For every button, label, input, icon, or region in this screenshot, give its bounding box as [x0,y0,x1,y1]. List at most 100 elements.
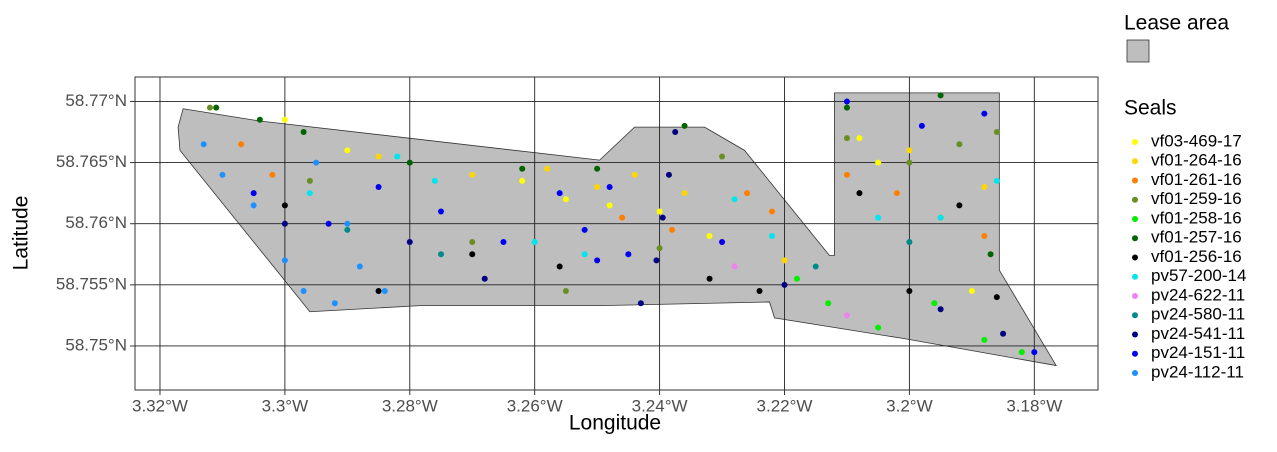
seal-point [331,300,338,307]
seal-point [269,171,276,178]
seal-point [669,226,676,233]
seal-point [594,257,601,264]
legend-swatch [1126,39,1150,63]
plot-border [134,76,1099,391]
seal-point [344,226,351,233]
seal-point [937,92,944,99]
seal-point [843,104,850,111]
seal-point [993,177,1000,184]
seal-point [937,214,944,221]
legend-label: vf01-259-16 [1151,189,1242,208]
x-tick-label: 3.22°W [757,396,813,415]
seal-point [672,129,679,136]
x-tick-label: 3.26°W [507,396,563,415]
legend-label: pv57-200-14 [1151,266,1246,285]
seal-point [406,159,413,166]
x-tick-label: 3.3°W [262,396,308,415]
seal-point [306,190,313,197]
seal-point [281,257,288,264]
seal-point [238,141,245,148]
legend-marker [1132,139,1138,145]
seal-point [769,232,776,239]
legend-label: vf01-258-16 [1151,208,1242,227]
seal-point [993,129,1000,136]
legend-label: vf01-256-16 [1151,247,1242,266]
seal-point [843,171,850,178]
legend-label: vf01-257-16 [1151,228,1242,247]
seal-point [656,245,663,252]
seal-point [856,135,863,142]
seal-point [250,202,257,209]
seal-point [906,287,913,294]
seal-point [931,300,938,307]
x-axis-title: Longitude [569,412,661,435]
y-tick-label: 58.77°N [65,91,127,110]
seal-point [406,239,413,246]
seal-point [793,275,800,282]
seal-point [594,165,601,172]
y-axis-title: Latitude [10,196,33,271]
seal-point [544,165,551,172]
seal-point [581,226,588,233]
seal-point [200,141,207,148]
seal-point [968,287,975,294]
seal-point [556,190,563,197]
seal-point [781,257,788,264]
x-tick-label: 3.2°W [886,396,932,415]
seal-point [562,287,569,294]
seal-point [719,239,726,246]
x-tick-label: 3.24°W [632,396,688,415]
seal-point [281,116,288,123]
seal-point [659,214,666,221]
seal-point [562,196,569,203]
seal-point [918,122,925,129]
seal-point [781,281,788,288]
seal-point [656,208,663,215]
seal-point [469,239,476,246]
seal-point [875,324,882,331]
seal-point [325,220,332,227]
legend-marker [1132,254,1138,261]
seal-point [993,294,1000,301]
seal-point [375,184,382,191]
legend-label: pv24-580-11 [1151,305,1245,324]
y-tick-label: 58.75°N [65,335,127,354]
y-tick-label: 58.755°N [56,274,127,293]
seal-point [843,98,850,105]
seal-point [769,208,776,215]
seal-point [281,220,288,227]
seal-point [631,171,638,178]
seal-point [825,300,832,307]
seal-point [756,287,763,294]
x-tick-label: 3.28°W [382,396,438,415]
legend-marker [1132,370,1138,376]
seal-point [394,153,401,160]
lease-area [177,92,1057,367]
seal-point [375,287,382,294]
seal-point [731,263,738,270]
legend-label: vf03-469-17 [1151,131,1242,150]
seal-point [594,184,601,191]
seal-point [856,190,863,197]
seal-point [981,184,988,191]
seal-point [906,147,913,154]
seal-point [481,275,488,282]
seal-point [875,214,882,221]
seal-point [438,251,445,258]
seal-point [812,263,819,270]
seal-point [875,159,882,166]
seal-point [519,177,526,184]
seal-point [606,184,613,191]
seal-point [981,232,988,239]
x-tick-label: 3.32°W [132,396,188,415]
seal-point [1031,349,1038,356]
seal-point [906,239,913,246]
seal-point [519,165,526,172]
seal-point [431,177,438,184]
legend-marker [1132,293,1138,299]
seal-point [531,239,538,246]
legend-marker [1132,196,1138,203]
seal-point [981,336,988,343]
seal-point [906,159,913,166]
